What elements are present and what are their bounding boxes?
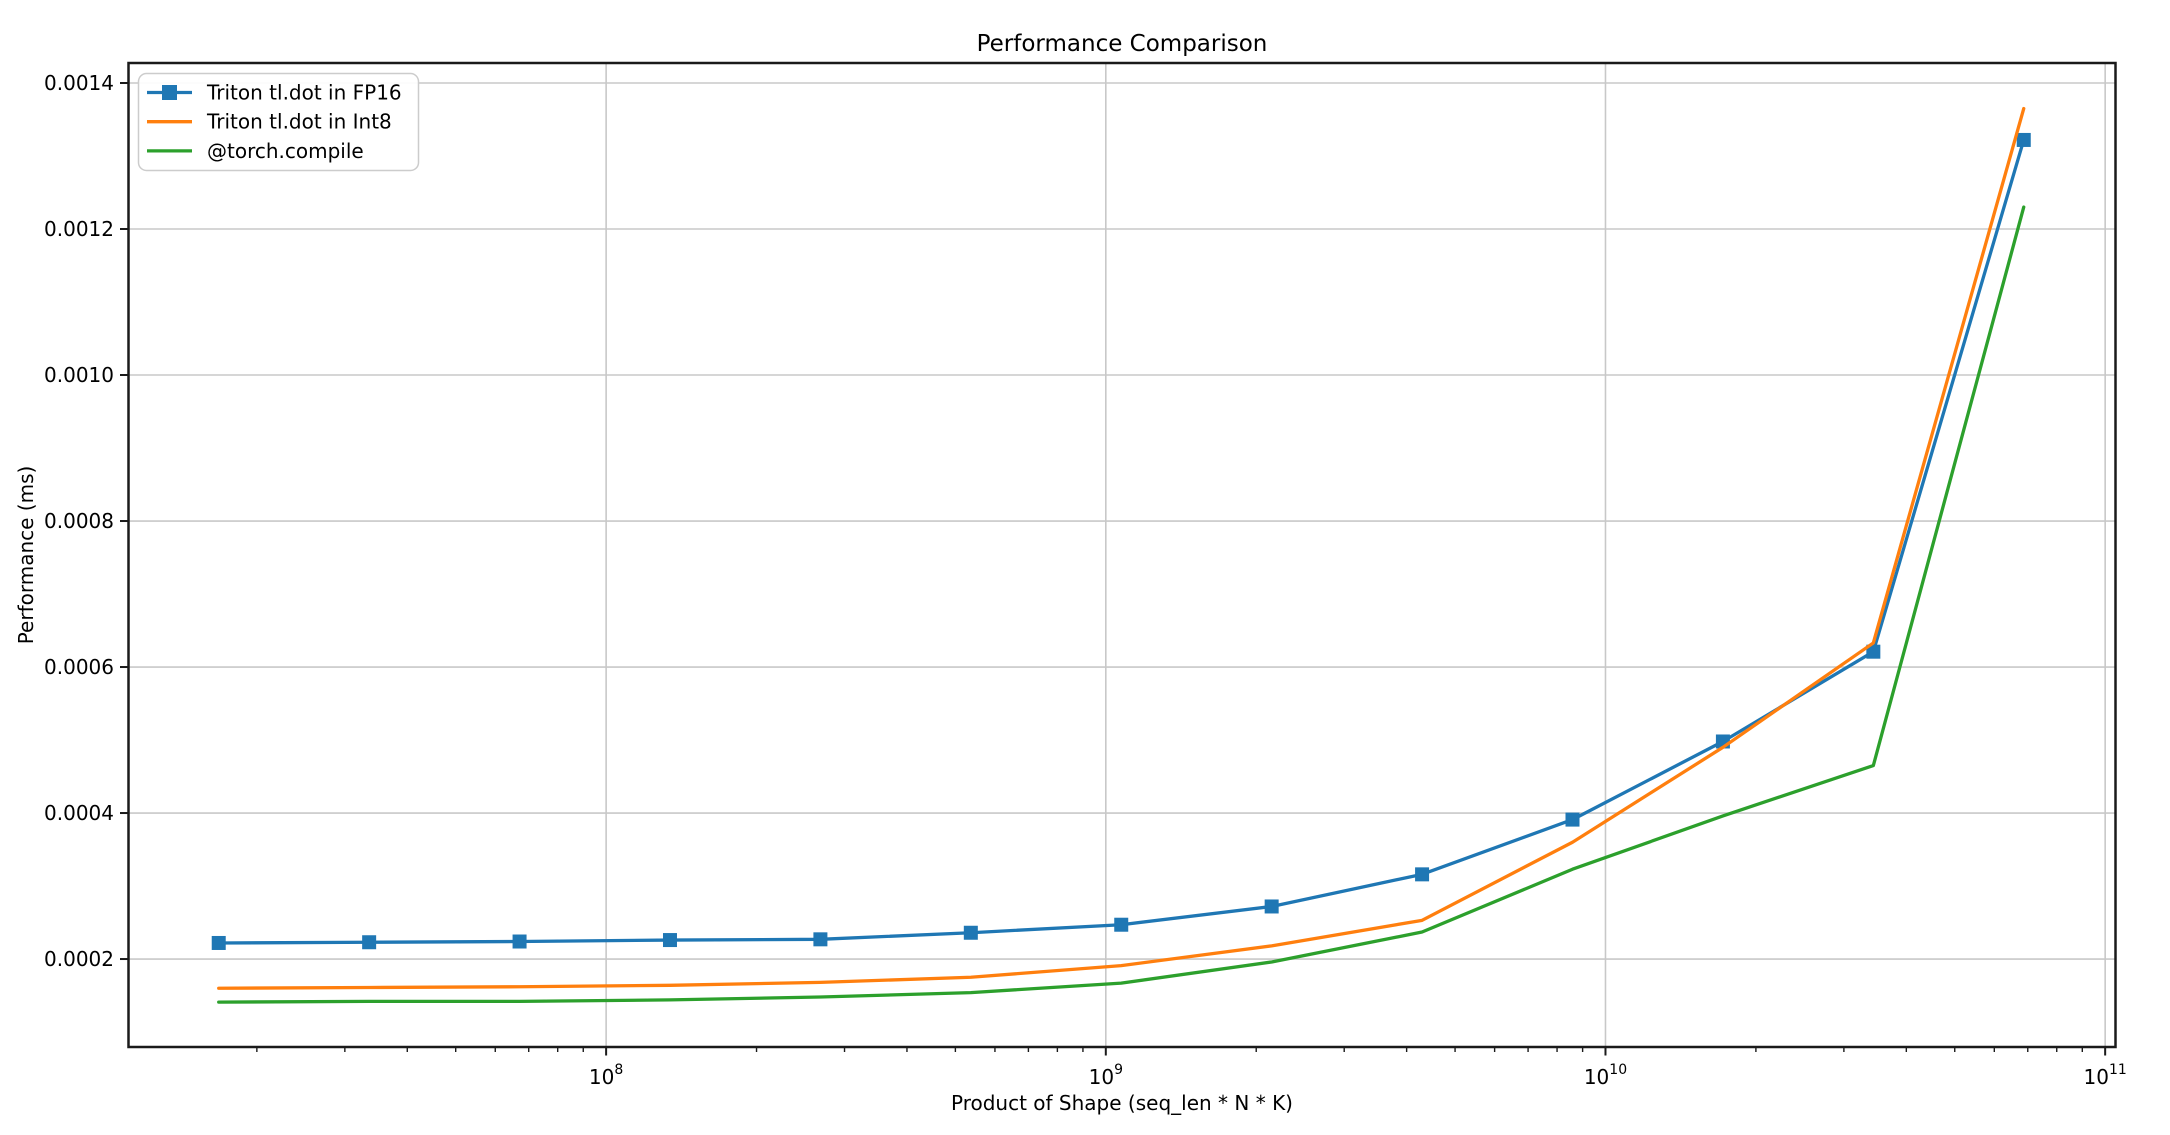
plot-border [127, 61, 2117, 1049]
chart-title: Performance Comparison [977, 31, 1268, 57]
series-marker [813, 932, 828, 947]
y-tick-label: 0.0008 [44, 509, 114, 533]
series-marker [362, 935, 377, 950]
series-marker [1114, 917, 1129, 932]
y-tick-label: 0.0012 [44, 217, 114, 241]
y-axis-label: Performance (ms) [14, 466, 38, 645]
series-marker [1415, 867, 1430, 882]
y-tick-label: 0.0006 [44, 655, 114, 679]
series-1 [217, 106, 2026, 990]
y-tick-label: 0.0004 [44, 801, 114, 825]
series-marker [1264, 899, 1279, 914]
x-tick-label: 1010 [1584, 1062, 1627, 1089]
legend-item-label: Triton tl.dot in Int8 [206, 110, 392, 134]
legend-item-label: Triton tl.dot in FP16 [206, 81, 402, 105]
grid [128, 63, 2116, 1047]
series-marker [963, 925, 978, 940]
x-tick-label: 108 [589, 1062, 623, 1089]
series-marker [512, 934, 527, 949]
plot-area [128, 63, 2116, 1047]
legend-sample-marker [162, 85, 177, 100]
series-marker [2016, 132, 2031, 147]
y-tick-label: 0.0014 [44, 71, 114, 95]
legend: Triton tl.dot in FP16 Triton tl.dot in In… [137, 72, 420, 172]
ticks [120, 82, 2107, 1056]
legend-item-label: @torch.compile [207, 139, 364, 163]
series-marker [1866, 644, 1881, 659]
y-tick-label: 0.0010 [44, 363, 114, 387]
x-tick-label: 1011 [2084, 1062, 2127, 1089]
series-marker [211, 935, 226, 950]
series-line [217, 106, 2026, 990]
series-0 [211, 132, 2031, 950]
series-marker [1565, 812, 1580, 827]
x-tick-label: 109 [1089, 1062, 1123, 1089]
legend-box [137, 72, 420, 172]
y-tick-label: 0.0002 [44, 947, 114, 971]
series-line [217, 205, 2026, 1004]
series-2 [217, 205, 2026, 1004]
x-axis-label: Product of Shape (seq_len * N * K) [951, 1091, 1293, 1115]
series-marker [662, 933, 677, 948]
